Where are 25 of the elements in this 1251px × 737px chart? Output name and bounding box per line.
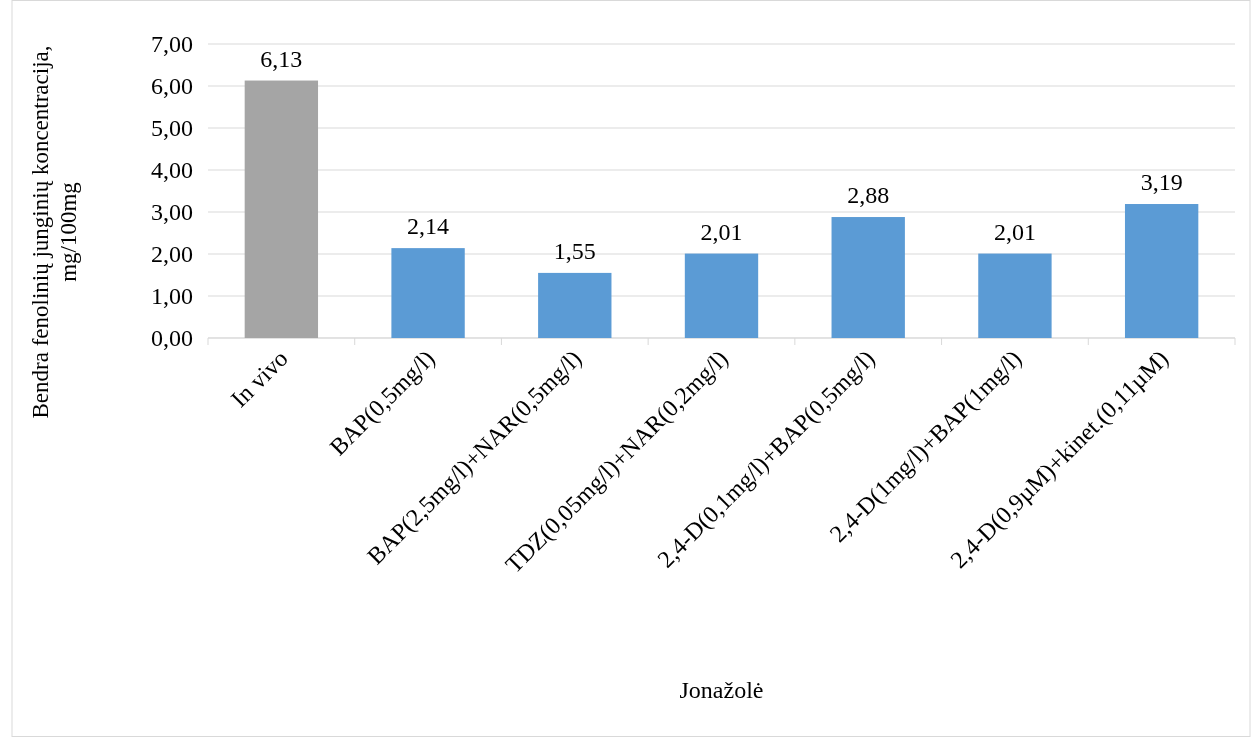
y-tick-label: 2,00 — [151, 241, 193, 268]
y-tick-label: 6,00 — [151, 73, 193, 100]
data-label: 2,01 — [993, 218, 1036, 245]
y-axis-title: Bendra fenolinių junginių koncentracija, mg/100mg — [28, 45, 81, 419]
data-label: 6,13 — [260, 45, 303, 72]
x-tick-label: In vivo — [225, 345, 293, 413]
bar — [684, 253, 759, 338]
data-label: 3,19 — [1140, 169, 1183, 196]
y-tick-label: 7,00 — [151, 31, 193, 58]
bar — [244, 80, 319, 338]
bar — [1124, 204, 1199, 338]
y-tick-label: 0,00 — [151, 325, 193, 352]
data-label: 2,14 — [407, 213, 450, 240]
bar — [978, 253, 1052, 338]
x-axis-title: Jonažolė — [679, 677, 764, 703]
y-tick-label: 4,00 — [151, 157, 193, 184]
bar — [538, 272, 612, 338]
data-label: 2,88 — [847, 182, 890, 209]
bar — [831, 217, 905, 338]
data-label: 2,01 — [700, 218, 743, 245]
bar — [391, 248, 465, 338]
y-tick-label: 3,00 — [151, 199, 193, 226]
y-tick-label: 5,00 — [151, 115, 193, 142]
data-label: 1,55 — [553, 237, 596, 264]
y-tick-label: 1,00 — [151, 283, 193, 310]
